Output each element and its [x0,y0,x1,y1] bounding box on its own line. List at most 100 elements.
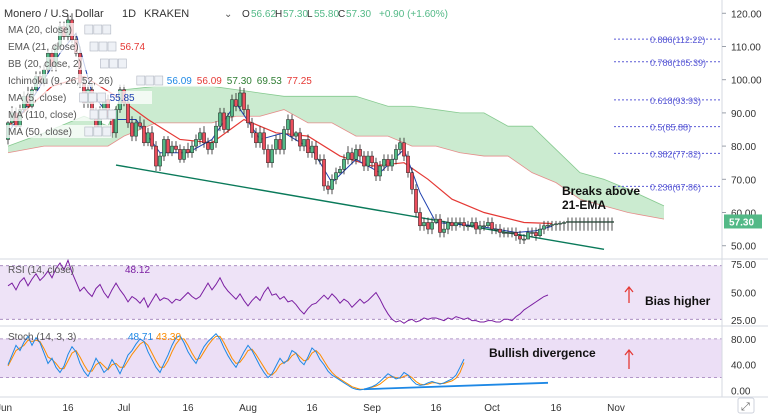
candle-body [346,152,350,160]
candle-body [394,149,398,160]
candle-body [202,132,206,144]
eye-icon[interactable] [100,58,109,69]
annotations: Breaks above 21-EMA Bias higher Bullish div… [489,184,711,369]
indicator-row-background [2,91,152,104]
eye-icon[interactable] [79,92,88,103]
candle-body [342,159,346,170]
divergence-line [363,381,549,391]
candle-body [214,125,218,144]
candle-body [166,139,170,153]
exchange-label[interactable]: KRAKEN [144,8,189,20]
candle-body [434,218,438,223]
candle-body [266,149,270,163]
candle-body [382,159,386,167]
candle-body [522,238,526,241]
stoch-d-line [7,335,465,390]
time-tick-label: Aug [239,403,257,414]
candle-body [210,142,214,150]
close-icon[interactable] [154,75,164,86]
candle-body [498,228,502,233]
indicator-value: 55.85 [110,93,135,104]
gear-icon[interactable] [98,109,108,120]
ichimoku-cloud-segment [236,89,260,117]
candle-body [462,222,466,227]
close-icon[interactable] [97,92,106,103]
indicator-label: MA (20, close) [8,25,72,36]
chevron-down-icon[interactable]: ⌄ [224,9,232,20]
candle-body [338,169,342,173]
gear-icon[interactable] [109,58,118,69]
gear-icon[interactable] [88,92,97,103]
candle-body [234,99,238,107]
close-icon[interactable] [107,109,117,120]
interval-label[interactable]: 1D [122,8,136,20]
candle-body [134,122,138,137]
candle-body [258,132,262,144]
candle-body [278,139,282,150]
stoch-annotation: Bullish divergence [489,346,596,360]
ichimoku-cloud-segment [388,106,412,147]
indicator-row-background [2,108,112,121]
price-tick-label: 60.00 [731,209,756,220]
candle-body [414,189,418,213]
candle-body [566,221,570,223]
indicator-label: BB (20, close, 2) [8,59,82,70]
expand-button[interactable] [737,397,755,414]
candle-body [310,145,314,153]
price-axis[interactable]: 50.00 60.00 70.00 80.00 90.00 100.00 110.00 120… [721,0,762,398]
rsi-pane[interactable]: RSI (14, close) 48.12 [0,258,768,327]
candle-body [370,155,374,163]
close-icon[interactable] [118,58,127,69]
candle-body [538,228,542,237]
candle-body [558,222,562,225]
gear-icon[interactable] [93,126,103,137]
candle-body [262,132,266,150]
fib-level-label: 0.5(85.88) [650,123,691,133]
eye-icon[interactable] [84,126,94,137]
stoch-k-line [7,332,465,391]
candle-body [170,145,174,153]
candle-body [478,225,482,230]
ohlc-low-value: 55.80 [314,9,339,20]
candle-body [162,139,166,157]
candle-body [250,122,254,134]
candle-body [486,222,490,227]
price-pane[interactable]: 0.886(112.22) 0.786(105.39) 0.618(93.93) 0.… [0,13,768,260]
candle-body [598,221,602,223]
eye-icon[interactable] [89,109,99,120]
gear-icon[interactable] [145,75,155,86]
candle-body [114,109,118,134]
gear-icon[interactable] [93,24,103,35]
expand-icon[interactable]: ⤢ [741,401,750,413]
up-arrow-icon [624,285,634,293]
indicator-label: MA (50, close) [8,127,72,138]
eye-icon[interactable] [136,75,146,86]
candle-body [594,221,598,223]
stoch-pane[interactable]: Stoch (14, 3, 3) 48.71 43.30 [0,332,768,398]
time-axis[interactable]: Jun 16 Jul 16 Aug 16 Sep 16 Oct 16 Nov [0,403,625,414]
candle-body [526,232,530,240]
ohlc-high-value: 57.30 [283,9,308,20]
eye-icon[interactable] [89,41,99,52]
rsi-value: 48.12 [125,265,150,276]
rsi-title: RSI (14, close) [8,265,74,276]
eye-icon[interactable] [84,24,94,35]
indicator-legend[interactable]: MA (20, close) EMA (21, close) 56.74 BB (20… [2,23,312,138]
candle-body [494,228,498,231]
close-icon[interactable] [102,126,112,137]
ichimoku-cloud-segment [356,96,388,137]
candle-body [438,218,442,233]
candle-body [150,132,154,147]
symbol-legend[interactable]: Monero / U.S. Dollar 1D KRAKEN ⌄ O 56.62… [4,8,448,20]
candle-body [534,232,538,237]
candle-body [602,221,606,223]
candle-body [242,92,246,110]
ema-break-annotation-line: Breaks above [562,184,640,198]
close-icon[interactable] [102,24,112,35]
gear-icon[interactable] [98,41,108,52]
candle-body [330,179,334,190]
time-tick-label: Jul [118,403,131,414]
close-icon[interactable] [107,41,117,52]
symbol-title[interactable]: Monero / U.S. Dollar [4,8,104,20]
